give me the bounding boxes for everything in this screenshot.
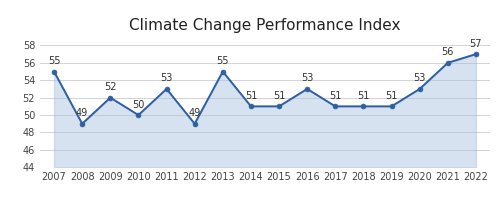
Text: 51: 51: [357, 91, 370, 101]
Text: 49: 49: [76, 108, 88, 118]
Text: 50: 50: [132, 100, 144, 110]
Text: 53: 53: [414, 73, 426, 83]
Text: 56: 56: [442, 47, 454, 57]
Text: 55: 55: [48, 56, 60, 66]
Text: 53: 53: [160, 73, 173, 83]
Text: 52: 52: [104, 82, 117, 92]
Text: 51: 51: [273, 91, 285, 101]
Text: 49: 49: [188, 108, 201, 118]
Text: 51: 51: [386, 91, 398, 101]
Text: 57: 57: [470, 39, 482, 49]
Text: 53: 53: [301, 73, 314, 83]
Text: 51: 51: [329, 91, 342, 101]
Text: 55: 55: [216, 56, 229, 66]
Text: 51: 51: [245, 91, 257, 101]
Title: Climate Change Performance Index: Climate Change Performance Index: [129, 18, 401, 33]
